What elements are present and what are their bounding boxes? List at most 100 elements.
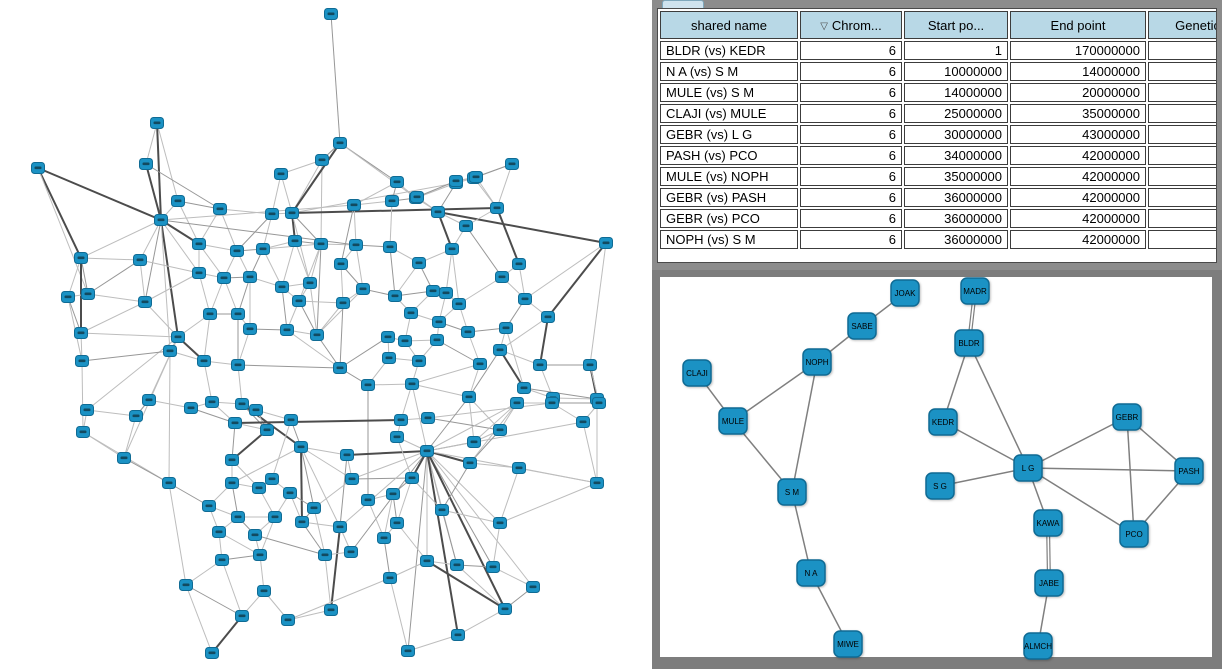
graph-node[interactable] [493,517,507,529]
graph-node[interactable] [439,287,453,299]
graph-node-shape[interactable] [1034,569,1064,597]
graph-node[interactable] [450,559,464,571]
cell-value[interactable]: 5.9 [1148,104,1216,123]
graph-node[interactable] [230,245,244,257]
graph-node[interactable] [203,308,217,320]
graph-node[interactable] [505,158,519,170]
column-header-startpo[interactable]: Start po... [904,11,1008,39]
graph-node[interactable] [426,285,440,297]
cell-value[interactable]: 42000000 [1010,146,1146,165]
graph-node-shape[interactable] [802,348,832,376]
graph-node[interactable] [486,561,500,573]
cell-value[interactable]: 36000000 [904,230,1008,249]
graph-node[interactable] [462,391,476,403]
graph-node[interactable] [512,258,526,270]
cell-shared-name[interactable]: NOPH (vs) S M [660,230,798,249]
graph-node[interactable] [404,307,418,319]
graph-node[interactable] [252,482,266,494]
graph-node[interactable] [231,359,245,371]
graph-node[interactable] [490,202,504,214]
cell-value[interactable]: 6 [800,41,902,60]
graph-node-kawa[interactable]: KAWA [1033,509,1063,537]
graph-node[interactable] [383,241,397,253]
cell-shared-name[interactable]: PASH (vs) PCO [660,146,798,165]
graph-node[interactable] [162,477,176,489]
graph-node[interactable] [212,526,226,538]
cell-value[interactable]: 36000000 [904,188,1008,207]
graph-node[interactable] [473,358,487,370]
cell-value[interactable]: 6 [800,146,902,165]
graph-node[interactable] [318,549,332,561]
graph-node[interactable] [412,257,426,269]
graph-node[interactable] [541,311,555,323]
column-header-chrom[interactable]: ▽ Chrom... [800,11,902,39]
graph-node-joak[interactable]: JOAK [890,279,920,307]
cell-value[interactable]: 35000000 [904,167,1008,186]
graph-node[interactable] [215,554,229,566]
graph-node[interactable] [349,239,363,251]
cell-value[interactable]: 8.4 [1148,209,1216,228]
graph-node[interactable] [452,298,466,310]
graph-node[interactable] [285,207,299,219]
graph-node[interactable] [334,258,348,270]
cell-value[interactable]: 1 [904,41,1008,60]
graph-node[interactable] [385,195,399,207]
cell-value[interactable]: 11.4 [1148,146,1216,165]
graph-node[interactable] [228,417,242,429]
graph-node[interactable] [430,334,444,346]
graph-node-shape[interactable] [1174,457,1204,485]
graph-node[interactable] [192,238,206,250]
graph-node[interactable] [344,546,358,558]
graph-node[interactable] [257,585,271,597]
graph-node[interactable] [314,238,328,250]
graph-node[interactable] [435,504,449,516]
graph-node[interactable] [377,532,391,544]
graph-node-claji[interactable]: CLAJI [682,359,712,387]
graph-node[interactable] [235,610,249,622]
graph-node[interactable] [275,281,289,293]
graph-node[interactable] [231,511,245,523]
main-network-canvas[interactable] [0,0,652,669]
cell-value[interactable]: 6.6 [1148,62,1216,81]
graph-node[interactable] [390,517,404,529]
graph-node[interactable] [526,581,540,593]
cell-value[interactable]: 30000000 [904,125,1008,144]
table-tab-fragment[interactable] [662,0,704,8]
graph-node[interactable] [150,117,164,129]
graph-node[interactable] [235,398,249,410]
graph-node[interactable] [142,394,156,406]
graph-node[interactable] [265,208,279,220]
filtered-network-canvas[interactable]: JOAK SABE NOPH CLAJI MULE S M N A MIWE MADR BLDR K… [652,270,1222,669]
cell-value[interactable]: 14000000 [904,83,1008,102]
graph-node[interactable] [467,436,481,448]
column-header-sharedname[interactable]: shared name [660,11,798,39]
graph-node-shape[interactable] [954,329,984,357]
cell-value[interactable]: 25000000 [904,104,1008,123]
graph-node[interactable] [205,396,219,408]
graph-node[interactable] [171,331,185,343]
graph-node-lg[interactable]: L G [1013,454,1043,482]
graph-node[interactable] [510,397,524,409]
cell-value[interactable]: 6 [800,230,902,249]
graph-node[interactable] [256,243,270,255]
cell-value[interactable]: 7.5 [1148,83,1216,102]
graph-node[interactable] [495,271,509,283]
graph-node[interactable] [281,614,295,626]
graph-node[interactable] [386,488,400,500]
graph-node-jabe[interactable]: JABE [1034,569,1064,597]
graph-node[interactable] [74,252,88,264]
cell-value[interactable]: 6 [800,167,902,186]
graph-node[interactable] [469,171,483,183]
graph-node-noph[interactable]: NOPH [802,348,832,376]
graph-node[interactable] [383,572,397,584]
graph-node[interactable] [493,424,507,436]
graph-node[interactable] [405,378,419,390]
graph-node[interactable] [405,472,419,484]
graph-node[interactable] [333,137,347,149]
graph-node[interactable] [576,416,590,428]
cell-value[interactable]: 42000000 [1010,188,1146,207]
graph-node[interactable] [243,271,257,283]
graph-node-shape[interactable] [928,408,958,436]
graph-node[interactable] [361,379,375,391]
graph-node[interactable] [274,168,288,180]
